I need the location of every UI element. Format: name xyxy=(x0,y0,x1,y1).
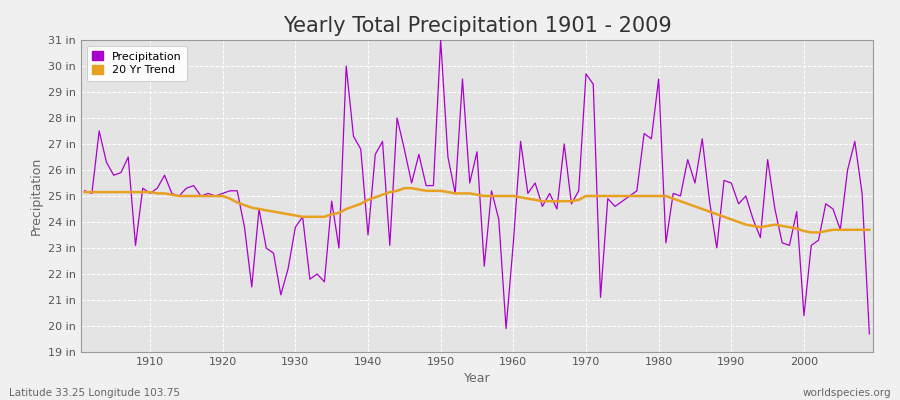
Title: Yearly Total Precipitation 1901 - 2009: Yearly Total Precipitation 1901 - 2009 xyxy=(283,16,671,36)
X-axis label: Year: Year xyxy=(464,372,490,386)
Text: worldspecies.org: worldspecies.org xyxy=(803,388,891,398)
Y-axis label: Precipitation: Precipitation xyxy=(30,157,42,235)
Legend: Precipitation, 20 Yr Trend: Precipitation, 20 Yr Trend xyxy=(86,46,187,81)
Text: Latitude 33.25 Longitude 103.75: Latitude 33.25 Longitude 103.75 xyxy=(9,388,180,398)
